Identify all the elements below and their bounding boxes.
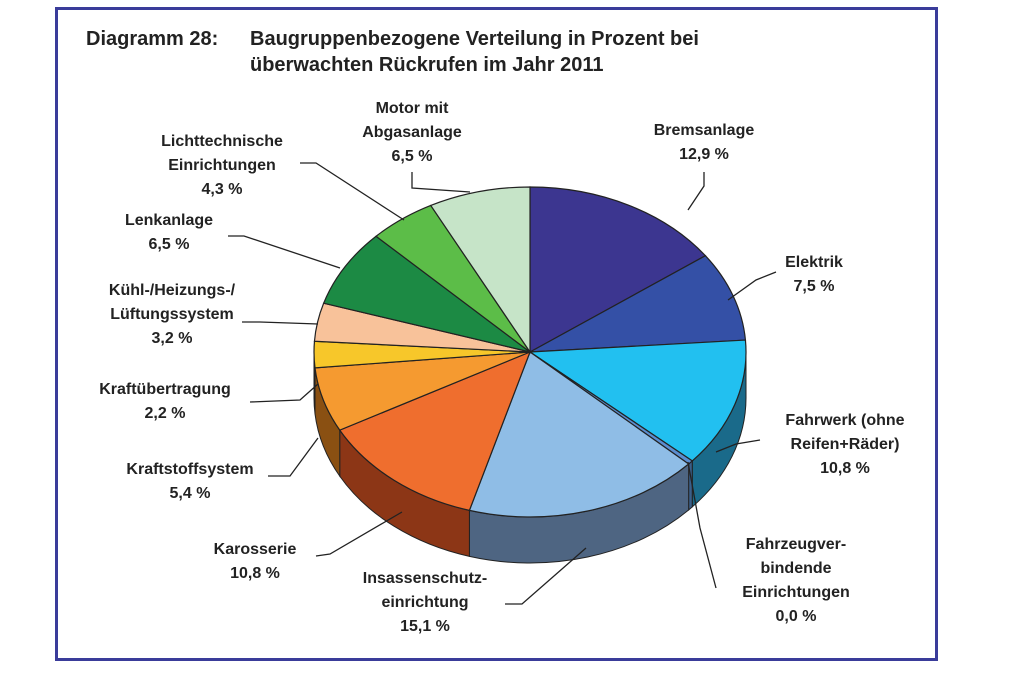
slice-name: Einrichtungen: [742, 584, 850, 601]
slice-label: Elektrik 7,5 %: [785, 254, 843, 295]
slice-label: Fahrwerk (ohne Reifen+Räder) 10,8 %: [785, 412, 904, 477]
pie-slices: [313, 186, 747, 518]
slice-name: Reifen+Räder): [791, 436, 900, 453]
leader-line: [411, 172, 471, 193]
slice-label: Insassenschutz-einrichtung 15,1 %: [363, 570, 487, 635]
leader-line: [505, 547, 587, 605]
slice-name: Motor mit: [376, 100, 450, 117]
chart-title: Diagramm 28: Baugruppenbezogene Verteilu…: [86, 26, 699, 78]
slice-label: Motor mit Abgasanlage 6,5 %: [362, 100, 462, 165]
slice-name: Lenkanlage: [125, 212, 213, 229]
leader-line: [228, 235, 341, 269]
slice-name: Bremsanlage: [654, 122, 755, 139]
slice-value: 12,9 %: [679, 146, 729, 163]
slice-value: 4,3 %: [202, 181, 243, 198]
leader-line: [242, 321, 319, 325]
leader-line: [300, 162, 405, 221]
pie-slice: [468, 351, 690, 518]
slice-name: Karosserie: [214, 541, 297, 558]
leader-line: [315, 511, 403, 557]
pie-slice: [322, 235, 531, 353]
slice-name: Kraftübertragung: [99, 381, 231, 398]
slice-name: Insassenschutz-: [363, 570, 487, 587]
leader-line: [727, 271, 777, 301]
slice-value: 0,0 %: [776, 608, 817, 625]
leader-line: [715, 439, 761, 453]
slice-name: Lüftungssystem: [110, 306, 234, 323]
slice-name: Elektrik: [785, 254, 843, 271]
slice-value: 6,5 %: [149, 236, 190, 253]
leader-line: [249, 383, 319, 403]
slice-label: Karosserie 10,8 %: [214, 541, 297, 582]
slice-value: 10,8 %: [230, 565, 280, 582]
slice-name: einrichtung: [381, 594, 468, 611]
slice-label: Kraftstoffsystem 5,4 %: [126, 461, 253, 502]
slice-name: Einrichtungen: [168, 157, 276, 174]
slice-value: 5,4 %: [170, 485, 211, 502]
slice-value: 10,8 %: [820, 460, 870, 477]
title-line-1: Baugruppenbezogene Verteilung in Prozent…: [250, 28, 699, 50]
slice-value: 7,5 %: [794, 278, 835, 295]
slice-label: Fahrzeugver-bindende Einrichtungen 0,0 %: [742, 536, 850, 625]
diagram-number: Diagramm 28:: [86, 28, 219, 50]
slice-labels: Bremsanlage 12,9 % Elektrik 7,5 % Fahrwerk (…: [99, 100, 904, 635]
slice-value: 15,1 %: [400, 618, 450, 635]
pie-slice: [528, 339, 747, 462]
slice-label: Bremsanlage 12,9 %: [654, 122, 755, 163]
slice-name: Kühl-/Heizungs-/: [109, 282, 236, 299]
pie-slice: [429, 186, 531, 354]
leader-line: [687, 172, 705, 211]
slice-label: Lenkanlage 6,5 %: [125, 212, 213, 253]
slice-name: Kraftstoffsystem: [126, 461, 253, 478]
slice-name: Lichttechnische: [161, 133, 283, 150]
leader-line: [687, 461, 717, 589]
slice-name: Abgasanlage: [362, 124, 462, 141]
slice-name: Fahrwerk (ohne: [785, 412, 904, 429]
slice-label: Kühl-/Heizungs-/ Lüftungssystem 3,2 %: [109, 282, 236, 347]
slice-name: Fahrzeugver-: [746, 536, 846, 553]
slice-name: bindende: [760, 560, 831, 577]
slice-label: Lichttechnische Einrichtungen 4,3 %: [161, 133, 283, 198]
title-line-2: überwachten Rückrufen im Jahr 2011: [250, 54, 604, 76]
leader-lines: [228, 162, 777, 605]
pie-slice: [338, 350, 532, 512]
slice-label: Kraftübertragung 2,2 %: [99, 381, 231, 422]
pie-slice: [529, 186, 707, 354]
slice-value: 6,5 %: [392, 148, 433, 165]
slice-value: 2,2 %: [145, 405, 186, 422]
leader-line: [268, 437, 319, 477]
slice-value: 3,2 %: [152, 330, 193, 347]
